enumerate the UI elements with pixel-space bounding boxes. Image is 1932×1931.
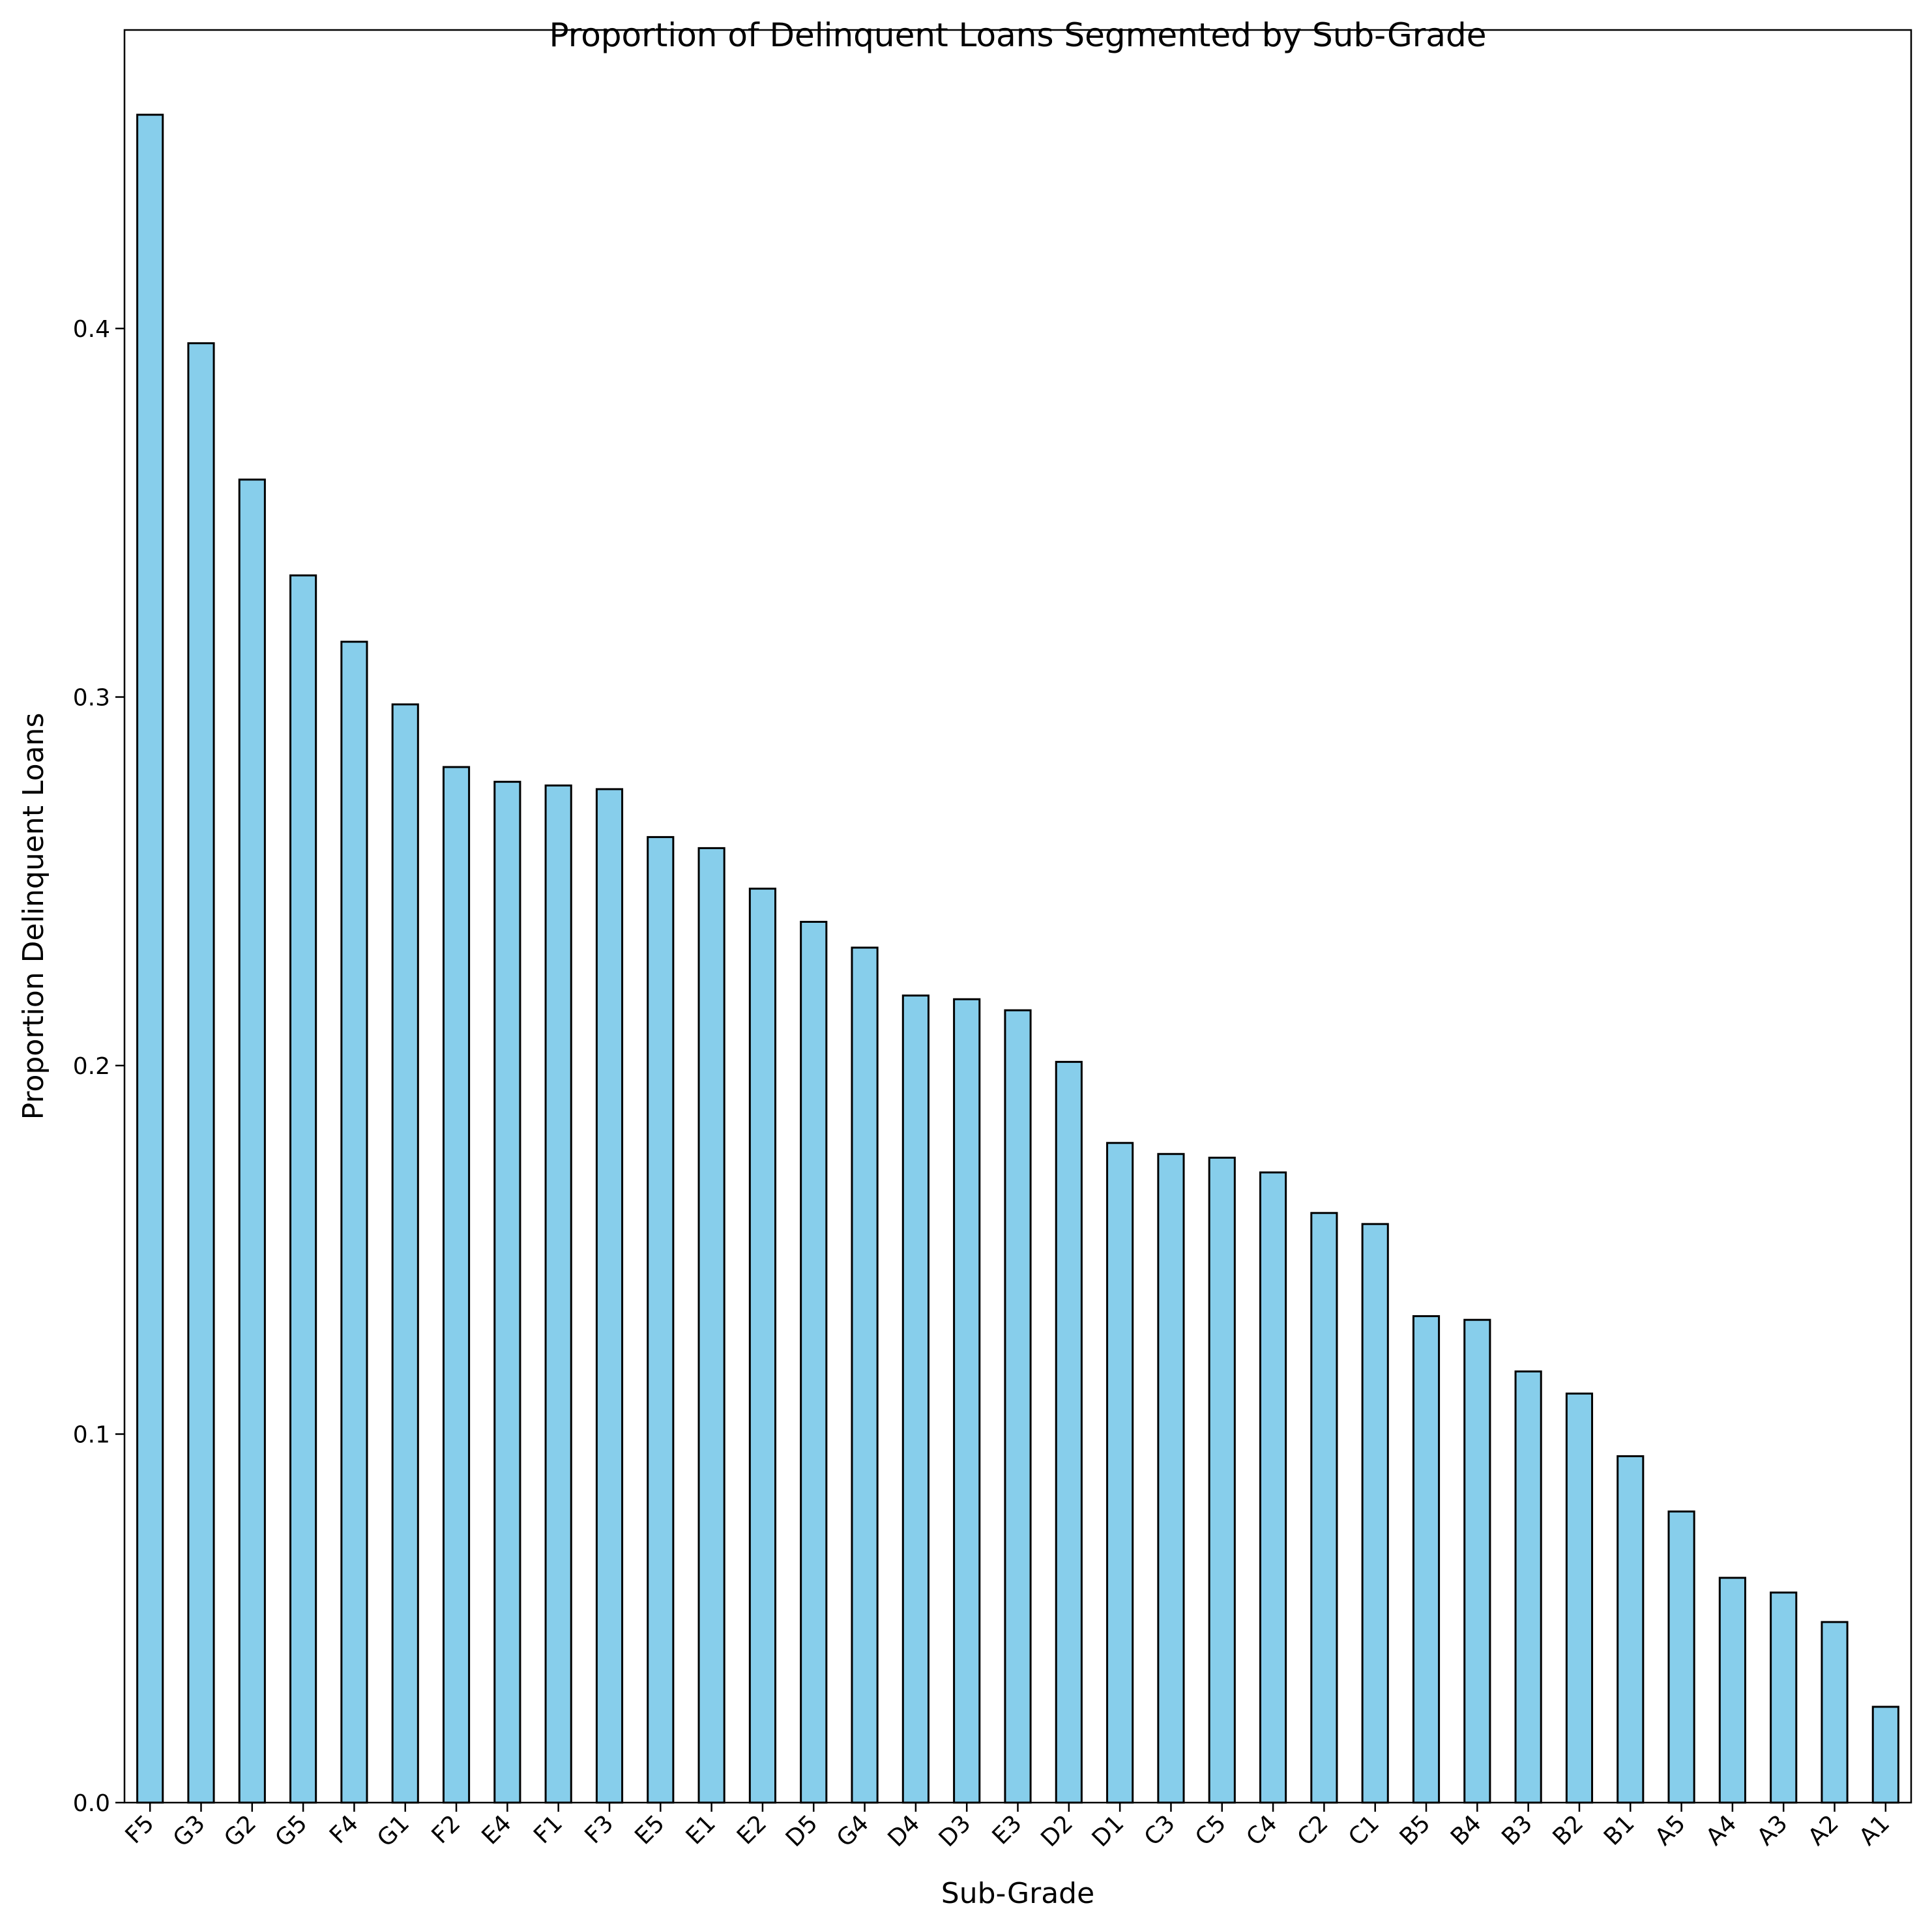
bar-B5	[1412, 1315, 1441, 1804]
x-tick-label: F2	[427, 1810, 466, 1849]
x-tick-label: A5	[1650, 1810, 1691, 1851]
x-tick-label: C1	[1343, 1810, 1384, 1851]
y-tick-label: 0.0	[73, 1790, 110, 1817]
bar-B1	[1617, 1455, 1645, 1804]
bar-A1	[1871, 1706, 1899, 1804]
x-tick-label: E1	[681, 1810, 721, 1850]
bar-A3	[1770, 1591, 1798, 1804]
bar-E4	[493, 781, 521, 1804]
y-tick-label: 0.4	[73, 316, 110, 343]
bar-F1	[544, 784, 572, 1804]
bar-C4	[1259, 1171, 1287, 1804]
x-tick-label: D5	[781, 1810, 823, 1852]
x-axis-label: Sub-Grade	[941, 1877, 1094, 1910]
x-tick-label: A2	[1803, 1810, 1844, 1851]
bar-B4	[1463, 1318, 1491, 1804]
bar-F2	[442, 766, 471, 1804]
bar-D3	[953, 998, 981, 1804]
x-tick-label: B2	[1548, 1810, 1589, 1851]
x-tick-label: E2	[732, 1810, 772, 1850]
bar-B2	[1565, 1392, 1594, 1804]
bar-G1	[391, 703, 419, 1804]
bar-E2	[748, 888, 777, 1804]
x-tick-label: F3	[580, 1810, 619, 1849]
bar-C3	[1157, 1153, 1185, 1804]
x-tick-label: A1	[1854, 1810, 1895, 1851]
bar-F3	[595, 788, 624, 1804]
y-axis-ticks: 0.0 0.1 0.2 0.3 0.4	[73, 316, 124, 1817]
x-tick-label: C5	[1190, 1810, 1231, 1851]
x-tick-label: E3	[988, 1810, 1027, 1850]
x-tick-label: A3	[1752, 1810, 1793, 1851]
x-tick-label: G2	[219, 1810, 261, 1852]
bar-G3	[187, 342, 215, 1804]
bar-F5	[136, 113, 164, 1804]
x-tick-label: F5	[121, 1810, 160, 1849]
x-tick-label: E5	[630, 1810, 669, 1850]
bar-B3	[1514, 1370, 1542, 1804]
x-axis-ticks: F5 G3 G2 G5 F4 G1 F2 E4 F1 F3 E5 E1 E2 D5 G4 D4 D3 E3 D2 D1…	[121, 1803, 1895, 1852]
x-tick-label: C4	[1241, 1810, 1282, 1851]
x-tick-label: B3	[1497, 1810, 1538, 1851]
plot-frame	[123, 29, 1912, 1804]
bar-F4	[340, 641, 368, 1804]
x-tick-label: E4	[476, 1810, 516, 1850]
bar-G2	[238, 478, 266, 1804]
bar-C5	[1208, 1156, 1236, 1804]
x-tick-label: A4	[1701, 1810, 1742, 1851]
x-tick-label: D2	[1036, 1810, 1078, 1852]
bar-G5	[289, 574, 317, 1804]
bar-A4	[1718, 1576, 1746, 1804]
bar-A5	[1667, 1510, 1695, 1804]
bars-group	[136, 113, 1899, 1804]
bar-A2	[1821, 1621, 1849, 1804]
x-tick-label: C2	[1293, 1810, 1334, 1851]
bar-D5	[800, 920, 828, 1804]
x-tick-label: D4	[883, 1810, 925, 1852]
x-tick-label: G3	[168, 1810, 211, 1852]
x-tick-label: G4	[832, 1810, 874, 1852]
y-tick-label: 0.1	[73, 1422, 110, 1449]
y-tick-label: 0.3	[73, 685, 110, 712]
x-tick-label: F1	[529, 1810, 568, 1849]
bar-C2	[1310, 1212, 1338, 1804]
x-tick-label: B4	[1446, 1810, 1487, 1851]
bar-E3	[1004, 1009, 1032, 1804]
x-tick-label: B1	[1599, 1810, 1640, 1851]
bar-G4	[851, 946, 879, 1804]
x-tick-label: G5	[271, 1810, 313, 1852]
chart-title: Proportion of Delinquent Loans Segmented…	[549, 16, 1486, 54]
x-tick-label: D3	[934, 1810, 976, 1852]
bar-D2	[1055, 1060, 1083, 1804]
y-tick-label: 0.2	[73, 1053, 110, 1080]
y-axis-label: Proportion Delinquent Loans	[17, 713, 50, 1120]
bar-D1	[1106, 1142, 1134, 1804]
x-tick-label: D1	[1087, 1810, 1130, 1852]
x-tick-label: B5	[1395, 1810, 1436, 1851]
x-tick-label: C3	[1139, 1810, 1180, 1851]
bar-C1	[1361, 1223, 1389, 1804]
x-tick-label: F4	[325, 1810, 364, 1849]
x-tick-label: G1	[372, 1810, 415, 1852]
bar-E5	[647, 835, 675, 1804]
bar-D4	[901, 995, 929, 1804]
bar-E1	[697, 847, 725, 1804]
